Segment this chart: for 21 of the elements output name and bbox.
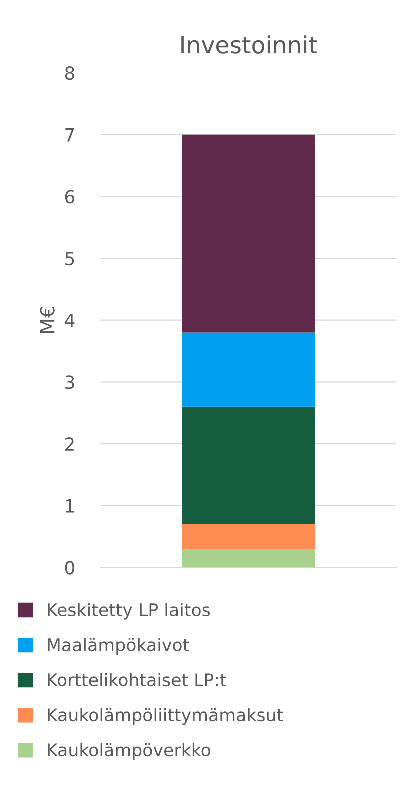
y-tick-label: 3 <box>66 376 74 390</box>
bar <box>182 134 316 333</box>
chart-title: Investoinnit <box>182 36 318 54</box>
bar <box>182 332 316 407</box>
y-tick-label: 7 <box>66 128 74 142</box>
bar <box>182 524 316 550</box>
legend-label: Kaukolämpöliittymämaksut <box>48 708 284 726</box>
y-axis-title: M€ <box>40 307 55 334</box>
legend-label: Keskitetty LP laitos <box>48 603 210 620</box>
y-tick-label: 8 <box>65 66 74 80</box>
y-tick-label: 5 <box>66 252 74 266</box>
legend-label: Korttelikohtaiset LP:t <box>48 673 226 687</box>
bar <box>182 549 316 568</box>
legend-label: Kaukolämpöverkko <box>48 743 210 760</box>
bar <box>182 406 316 524</box>
legend-label: Maalämpökaivot <box>48 638 190 655</box>
y-tick-label: 2 <box>66 437 74 451</box>
y-tick-label: 1 <box>66 500 74 513</box>
y-tick-label: 0 <box>65 561 74 575</box>
y-tick-label: 4 <box>65 314 75 328</box>
y-tick-label: 6 <box>65 190 75 204</box>
